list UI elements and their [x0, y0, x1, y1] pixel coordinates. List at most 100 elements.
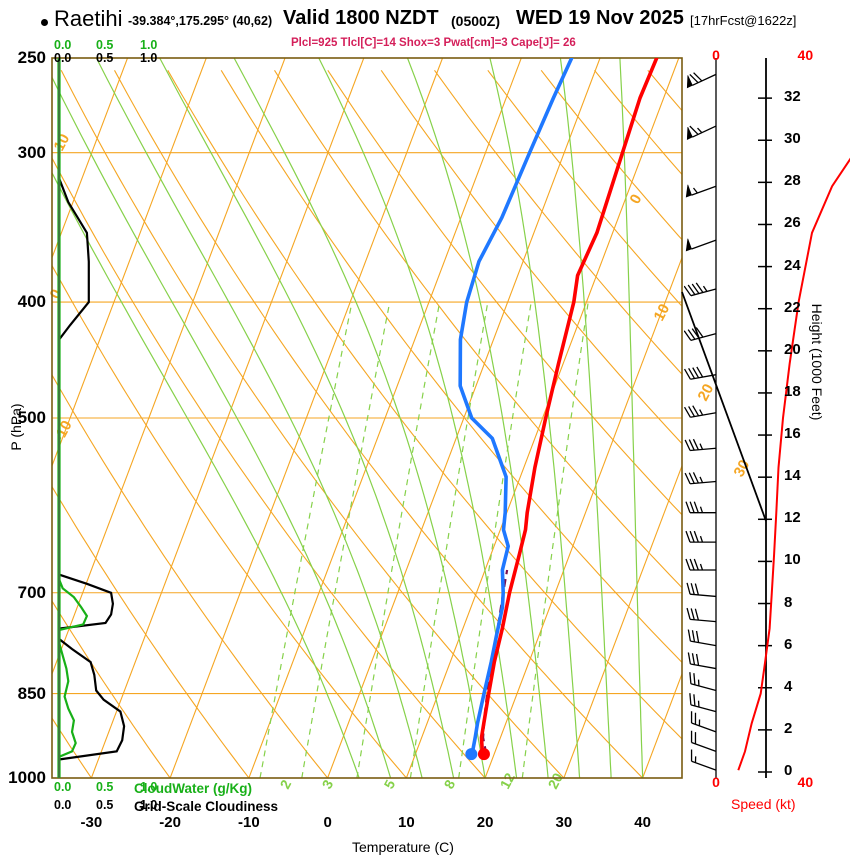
wind-barb: [690, 730, 717, 752]
cloudwater-profile: [57, 58, 89, 778]
wind-barb: [685, 558, 716, 571]
height-tick-0: 0: [784, 762, 793, 779]
cloudwater-tick-top-2: 1.0: [140, 38, 158, 52]
height-tick-22: 22: [784, 298, 801, 316]
wind-barb: [685, 530, 716, 543]
pressure-axis-title: P (hPa): [8, 403, 24, 451]
temperature-axis-title: Temperature (C): [352, 839, 454, 855]
pressure-tick-400: 400: [17, 292, 46, 312]
height-tick-12: 12: [784, 509, 801, 527]
wind-barb: [684, 366, 717, 380]
svg-text:30: 30: [731, 457, 754, 480]
station-name: Raetihi: [54, 6, 123, 31]
wind-barb: [687, 652, 717, 670]
cloudiness-tick-bottom-1: 0.5: [96, 798, 114, 812]
speed-tick-bottom-0: 0: [712, 774, 720, 790]
height-tick-32: 32: [784, 88, 801, 106]
wind-barb: [686, 125, 717, 140]
height-tick-16: 16: [784, 425, 801, 443]
wind-barb: [690, 711, 717, 733]
speed-tick-top-0: 0: [712, 47, 720, 63]
upper-boundary-line: [681, 291, 767, 522]
plot-frame: [51, 57, 683, 779]
surface-dewpoint: [465, 748, 478, 761]
height-axis-ticks: [758, 97, 772, 773]
cloudiness-legend-label: Grid-Scale Cloudiness: [134, 799, 279, 814]
cloudwater-tick-bottom-2: 1.0: [140, 780, 158, 794]
svg-text:10: 10: [651, 301, 674, 324]
cloudwater-tick-bottom-0: 0.0: [54, 780, 72, 794]
svg-text:10: 10: [51, 131, 74, 154]
height-tick-6: 6: [784, 635, 793, 653]
wind-barb: [685, 238, 717, 252]
surface-markers: [465, 748, 490, 761]
pressure-tick-300: 300: [17, 142, 46, 162]
height-tick-4: 4: [784, 677, 793, 695]
valid-time: Valid 1800 NZDT: [283, 7, 439, 29]
wind-barb: [686, 607, 717, 623]
height-tick-28: 28: [784, 172, 801, 190]
station-dot: [41, 19, 48, 26]
wind-barb: [684, 405, 717, 418]
temperature-tick--30: -30: [80, 814, 103, 831]
cloudiness-profile: [57, 58, 126, 778]
svg-text:2: 2: [277, 777, 295, 792]
temperature-tick-10: 10: [398, 814, 415, 831]
wind-barb: [686, 582, 717, 598]
height-axis-title: Height (1000 Feet): [809, 303, 825, 421]
temperature-tick-40: 40: [634, 814, 651, 831]
wind-barb: [685, 501, 716, 514]
wind-barb: [684, 327, 717, 341]
wind-barb: [686, 72, 717, 89]
cloudiness-tick-bottom-0: 0.0: [54, 798, 72, 812]
speed-tick-bottom-40: 40: [797, 774, 814, 790]
svg-text:-10: -10: [51, 418, 76, 445]
speed-tick-top-40: 40: [797, 47, 814, 63]
wind-barb: [684, 472, 717, 485]
cloudiness-tick-top-1: 0.5: [96, 51, 114, 65]
height-tick-24: 24: [784, 256, 801, 274]
height-tick-26: 26: [784, 214, 801, 232]
height-tick-30: 30: [784, 130, 801, 148]
pressure-tick-700: 700: [17, 582, 46, 602]
cloudwater-tick-top-0: 0.0: [54, 38, 72, 52]
temperature-tick-20: 20: [476, 814, 494, 831]
wind-speed-profile: [737, 157, 850, 771]
pressure-tick-250: 250: [17, 48, 46, 67]
temperature-tick--10: -10: [238, 814, 260, 831]
svg-text:0: 0: [47, 287, 66, 302]
forecast-hour: [17hrFcst@1622z]: [690, 13, 797, 28]
pressure-tick-500: 500: [17, 408, 46, 427]
height-tick-18: 18: [784, 382, 801, 400]
wind-barb: [684, 438, 717, 452]
temperature-trace: [479, 58, 659, 756]
temperature-tick--20: -20: [159, 814, 181, 831]
height-tick-8: 8: [784, 593, 793, 611]
surface-temperature: [477, 748, 490, 761]
cloudwater-tick-bottom-1: 0.5: [96, 780, 114, 794]
svg-text:20: 20: [545, 770, 567, 791]
wind-barbs: [684, 72, 717, 771]
cloudwater-tick-top-1: 0.5: [96, 38, 114, 52]
sounding-indices: Plcl=925 Tlcl[C]=14 Shox=3 Pwat[cm]=3 Ca…: [291, 37, 576, 49]
height-tick-10: 10: [784, 551, 801, 569]
wind-barb: [687, 629, 717, 647]
station-coordinates: -39.384°,175.295° (40,62): [128, 14, 273, 28]
svg-text:12: 12: [497, 770, 519, 791]
pressure-tick-850: 850: [17, 683, 46, 703]
grid-label-layer: 2 3 5 8 12 20 10 0 -10 0 10 20 30: [47, 131, 754, 791]
height-tick-14: 14: [784, 467, 801, 485]
wind-barb: [689, 693, 717, 713]
wind-barb: [689, 672, 717, 692]
temperature-tick-0: 0: [323, 814, 332, 831]
height-tick-20: 20: [784, 340, 801, 358]
height-tick-2: 2: [784, 719, 793, 737]
cloudiness-tick-top-2: 1.0: [140, 51, 158, 65]
valid-date: WED 19 Nov 2025: [516, 7, 684, 29]
wind-barb: [690, 749, 717, 771]
cloudwater-legend-label: CloudWater (g/Kg): [134, 781, 252, 796]
wind-barb: [684, 282, 717, 297]
speed-axis-title: Speed (kt): [731, 796, 796, 812]
